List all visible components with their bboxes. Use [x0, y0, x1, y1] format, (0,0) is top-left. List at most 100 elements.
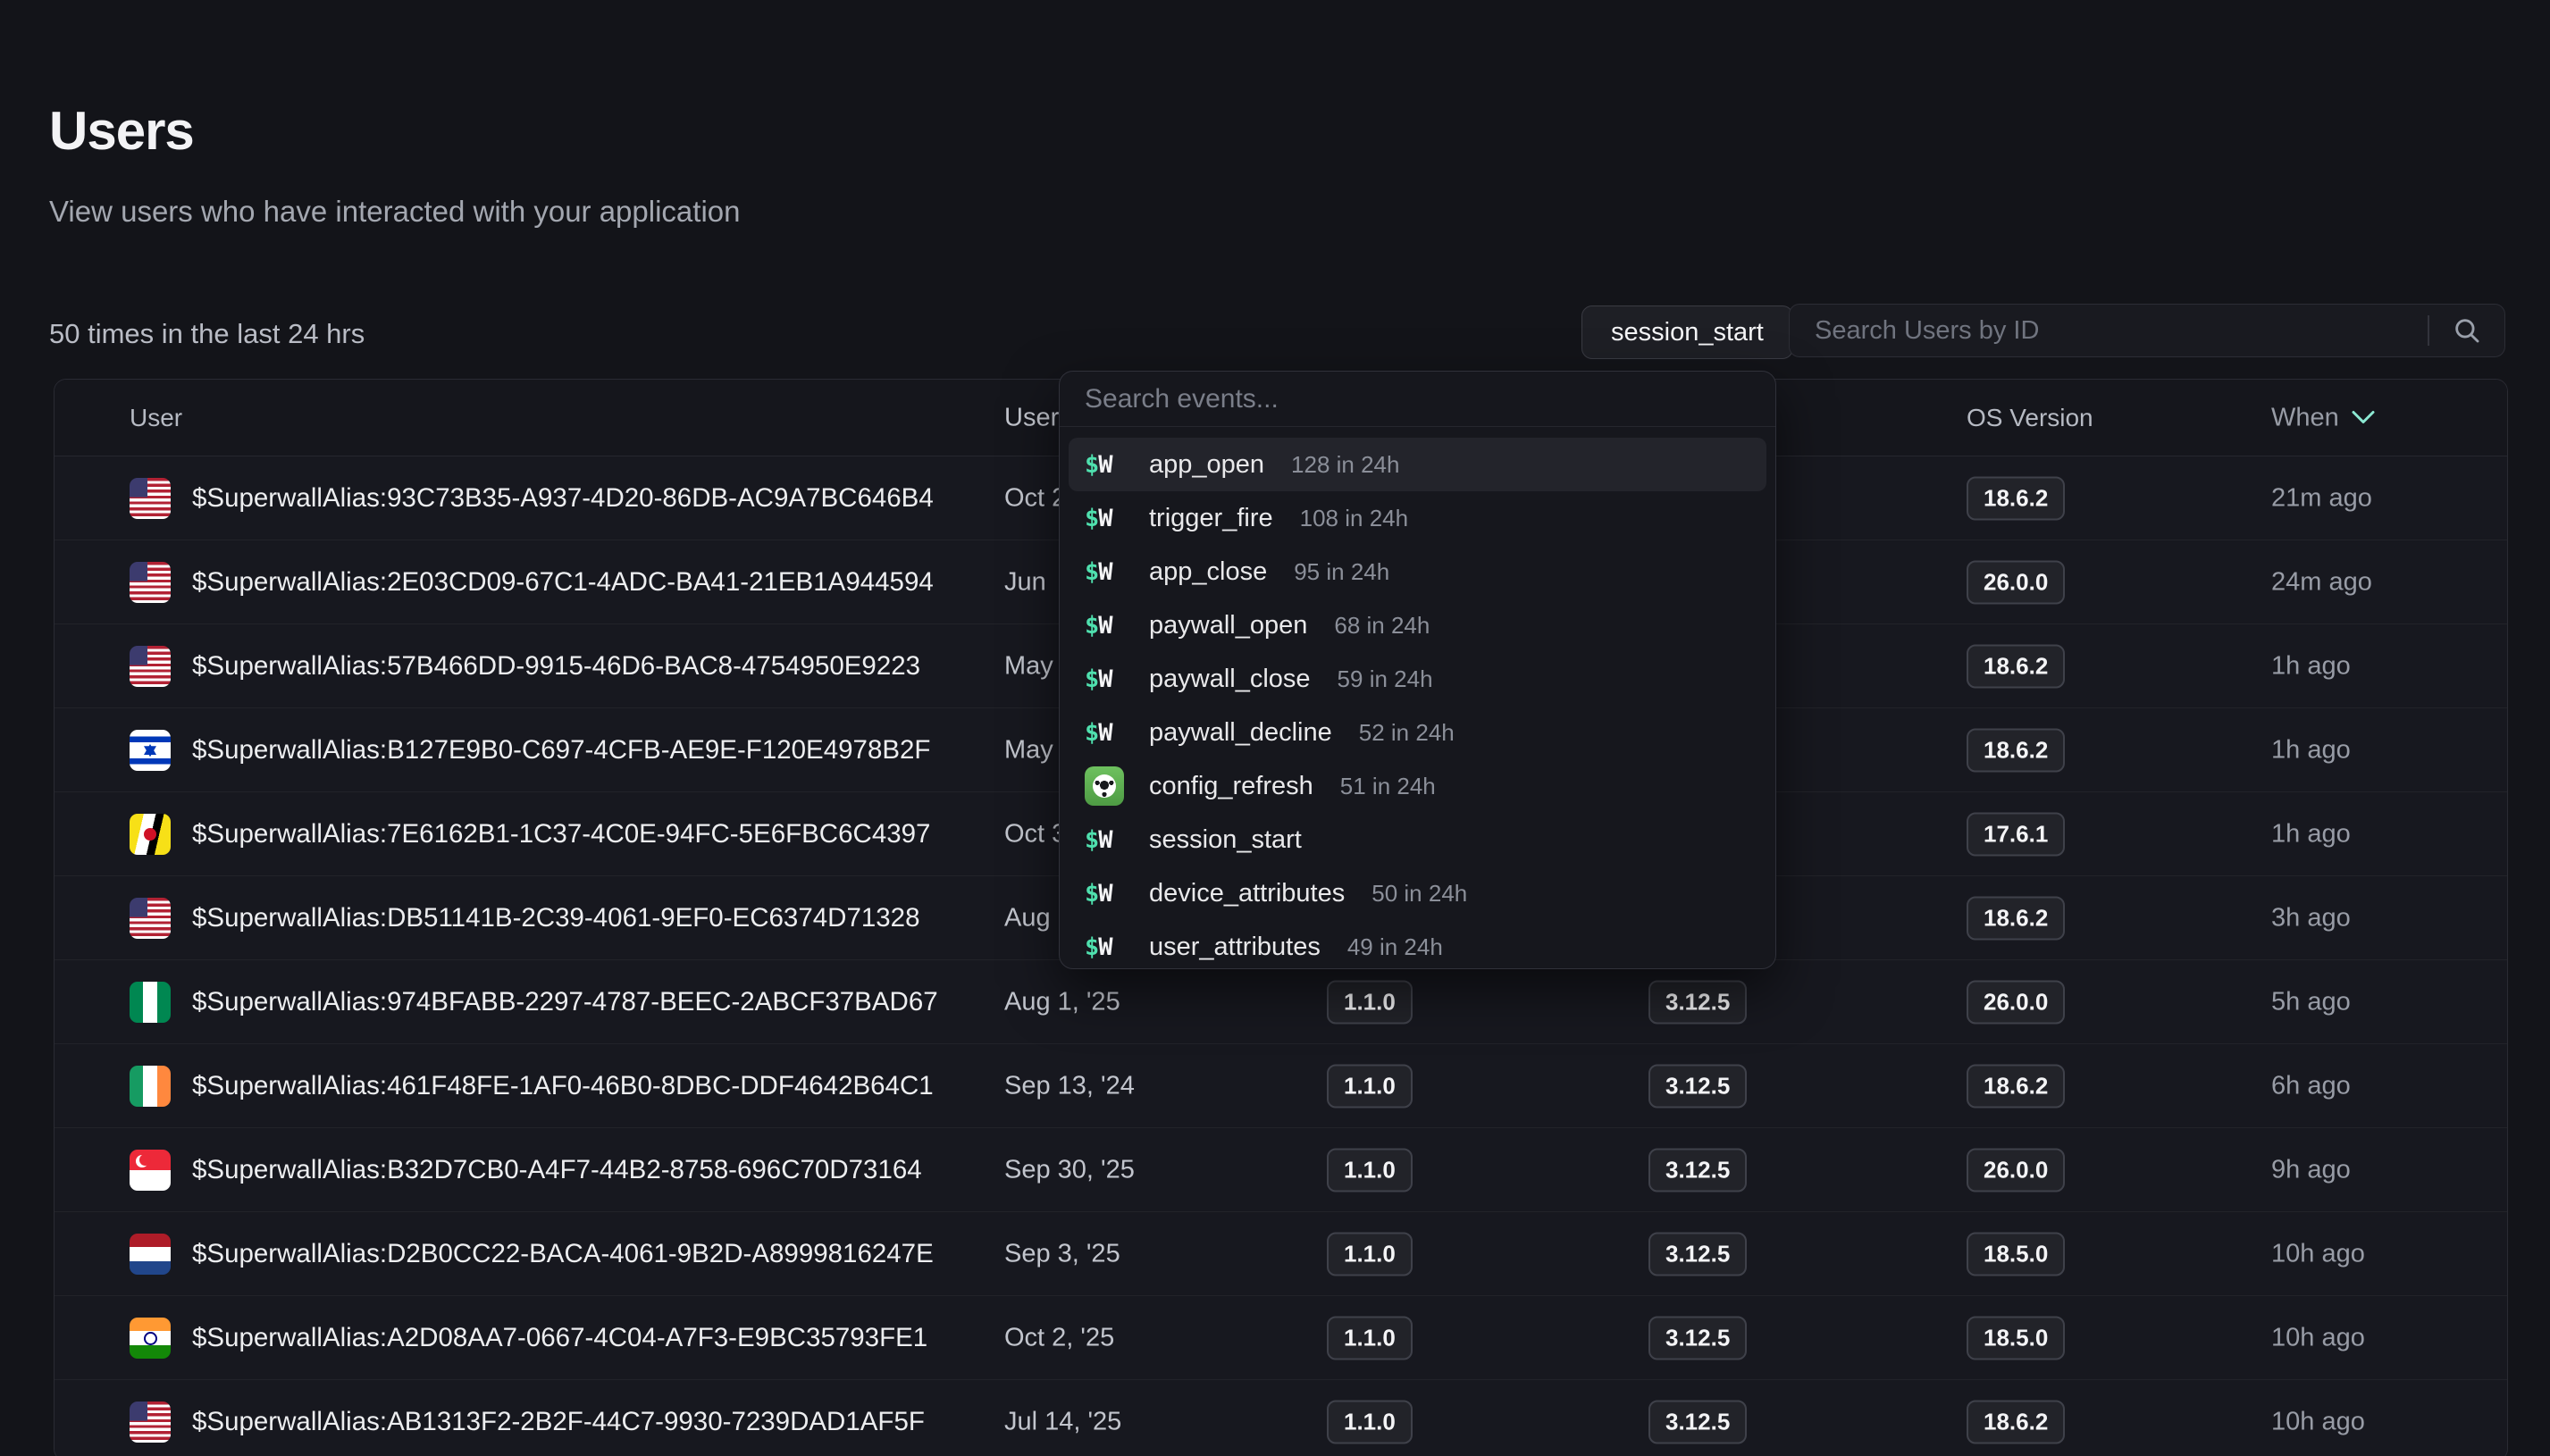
superwall-logo-icon: $ W [1085, 450, 1113, 479]
page-subtitle: View users who have interacted with your… [49, 195, 741, 228]
event-name: device_attributes [1149, 878, 1346, 908]
superwall-logo-icon: $ W [1085, 825, 1113, 854]
sdk-version-badge: 3.12.5 [1648, 1148, 1748, 1192]
superwall-logo-icon: $ W [1085, 933, 1113, 961]
sdk-version-badge: 3.12.5 [1648, 1400, 1748, 1443]
flag-ie-icon [130, 1065, 171, 1107]
sdk-version-badge: 3.12.5 [1648, 1316, 1748, 1360]
event-count: 128 in 24h [1291, 450, 1400, 478]
last-seen: 9h ago [2271, 1155, 2351, 1184]
user-joined-date: Oct 3 [1004, 819, 1067, 848]
last-seen: 24m ago [2271, 567, 2372, 596]
event-list-item[interactable]: $W config_refresh 51 in 24h [1069, 759, 1766, 813]
table-row[interactable]: $SuperwallAlias:974BFABB-2297-4787-BEEC-… [55, 960, 2507, 1044]
soccer-ball-app-icon [1085, 766, 1124, 806]
event-name: paywall_close [1149, 664, 1311, 693]
table-row[interactable]: $SuperwallAlias:461F48FE-1AF0-46B0-8DBC-… [55, 1044, 2507, 1128]
event-count: 95 in 24h [1294, 557, 1390, 585]
app-version-badge: 1.1.0 [1327, 1148, 1413, 1192]
os-version-badge: 18.6.2 [1967, 1064, 2066, 1108]
flag-us-icon [130, 645, 171, 687]
search-icon[interactable] [2429, 315, 2504, 346]
last-seen: 10h ago [2271, 1407, 2365, 1435]
user-joined-date: Jun [1004, 567, 1046, 596]
last-seen: 3h ago [2271, 903, 2351, 932]
event-filter-dropdown: $W app_open 128 in 24h $W trigger_fire 1… [1059, 371, 1776, 969]
table-row[interactable]: $SuperwallAlias:D2B0CC22-BACA-4061-9B2D-… [55, 1212, 2507, 1296]
os-version-badge: 18.5.0 [1967, 1316, 2066, 1360]
last-seen: 10h ago [2271, 1323, 2365, 1351]
superwall-logo-icon: $ W [1085, 557, 1113, 586]
superwall-logo-icon: $ W [1085, 504, 1113, 532]
superwall-logo-icon: $ W [1085, 611, 1113, 640]
user-joined-date: Sep 3, '25 [1004, 1239, 1120, 1268]
table-row[interactable]: $SuperwallAlias:B32D7CB0-A4F7-44B2-8758-… [55, 1128, 2507, 1212]
os-version-badge: 26.0.0 [1967, 1148, 2066, 1192]
when-label: When [2271, 403, 2339, 431]
event-list-item[interactable]: $ W app_close 95 in 24h [1069, 545, 1766, 598]
event-count: 68 in 24h [1334, 611, 1430, 639]
page-title: Users [49, 101, 195, 161]
event-count-summary: 50 times in the last 24 hrs [49, 318, 365, 349]
event-list-item[interactable]: $ W app_open 128 in 24h [1069, 438, 1766, 491]
table-row[interactable]: $SuperwallAlias:AB1313F2-2B2F-44C7-9930-… [55, 1380, 2507, 1456]
event-count: 49 in 24h [1346, 933, 1443, 960]
app-version-badge: 1.1.0 [1327, 1064, 1413, 1108]
users-table: User User Joined OS Version When $Superw… [54, 379, 2508, 1456]
last-seen: 1h ago [2271, 735, 2351, 764]
event-name: user_attributes [1149, 932, 1321, 961]
event-count: 52 in 24h [1358, 718, 1455, 746]
event-list-item[interactable]: $ W device_attributes 50 in 24h [1069, 866, 1766, 920]
event-list-item[interactable]: $ W paywall_open 68 in 24h [1069, 598, 1766, 652]
user-joined-date: Sep 30, '25 [1004, 1155, 1135, 1184]
flag-us-icon [130, 897, 171, 939]
user-joined-date: Sep 13, '24 [1004, 1071, 1135, 1100]
user-joined-date: Aug [1004, 903, 1051, 932]
flag-in-icon [130, 1317, 171, 1359]
user-id: $SuperwallAlias:DB51141B-2C39-4061-9EF0-… [192, 902, 920, 933]
table-row[interactable]: $SuperwallAlias:A2D08AA7-0667-4C04-A7F3-… [55, 1296, 2507, 1380]
column-header-user: User [130, 403, 183, 431]
chevron-down-icon [2352, 411, 2375, 423]
event-list-item[interactable]: $ W session_start [1069, 813, 1766, 866]
event-list-item[interactable]: $ W user_attributes 49 in 24h [1069, 920, 1766, 968]
user-id: $SuperwallAlias:93C73B35-A937-4D20-86DB-… [192, 482, 934, 513]
superwall-logo-icon: $ W [1085, 665, 1113, 693]
user-search-input[interactable] [1790, 305, 2428, 356]
flag-bn-icon [130, 813, 171, 855]
column-header-when-sort[interactable]: When [2271, 403, 2375, 432]
app-icon [1085, 766, 1126, 806]
user-joined-date: May [1004, 735, 1053, 764]
os-version-badge: 18.6.2 [1967, 1400, 2066, 1443]
event-count: 50 in 24h [1371, 879, 1468, 907]
event-list-item[interactable]: $ W trigger_fire 108 in 24h [1069, 491, 1766, 545]
last-seen: 10h ago [2271, 1239, 2365, 1268]
event-search-box [1060, 372, 1775, 427]
user-joined-date: Oct 2 [1004, 483, 1067, 512]
event-filter-button[interactable]: session_start [1581, 305, 1793, 359]
user-search-box [1789, 304, 2505, 357]
sdk-version-badge: 3.12.5 [1648, 980, 1748, 1024]
user-joined-date: Oct 2, '25 [1004, 1323, 1115, 1351]
search-divider [2428, 315, 2429, 346]
user-joined-date: Jul 14, '25 [1004, 1407, 1122, 1435]
last-seen: 21m ago [2271, 483, 2372, 512]
event-list-item[interactable]: $ W paywall_close 59 in 24h [1069, 652, 1766, 706]
event-list: $ W app_open 128 in 24h $ W trigger_fire 1… [1060, 427, 1775, 968]
event-list-item[interactable]: $ W paywall_decline 52 in 24h [1069, 706, 1766, 759]
event-name: app_open [1149, 449, 1265, 479]
event-name: config_refresh [1149, 771, 1313, 800]
app-version-badge: 1.1.0 [1327, 980, 1413, 1024]
superwall-logo-icon: $ W [1085, 879, 1113, 908]
user-id: $SuperwallAlias:A2D08AA7-0667-4C04-A7F3-… [192, 1322, 928, 1352]
flag-us-icon [130, 1401, 171, 1443]
user-joined-date: Aug 1, '25 [1004, 987, 1120, 1016]
os-version-badge: 26.0.0 [1967, 980, 2066, 1024]
event-search-input[interactable] [1060, 372, 1775, 426]
column-header-os-version: OS Version [1967, 403, 2093, 431]
last-seen: 1h ago [2271, 819, 2351, 848]
flag-ng-icon [130, 981, 171, 1023]
user-id: $SuperwallAlias:B127E9B0-C697-4CFB-AE9E-… [192, 734, 931, 765]
event-name: session_start [1149, 824, 1302, 854]
last-seen: 1h ago [2271, 651, 2351, 680]
